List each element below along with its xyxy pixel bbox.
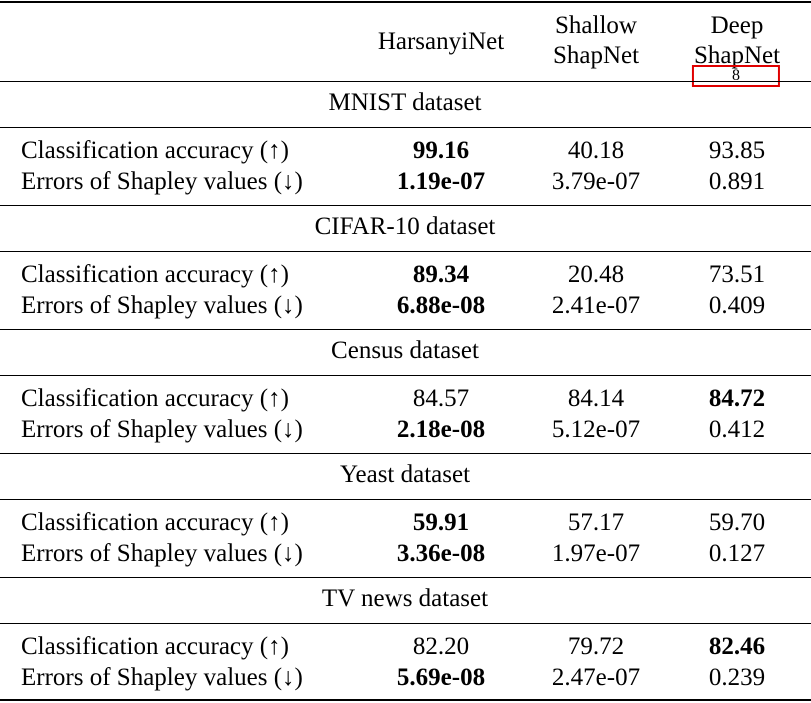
- value-cell: 2.47e-07: [551, 664, 641, 691]
- value-cell: 3.79e-07: [551, 168, 641, 195]
- row-label: Classification accuracy (↑): [21, 385, 289, 412]
- value-cell: 3.36e-08: [396, 540, 486, 567]
- header-deep-line2-wrap: ShapNet 8: [691, 41, 781, 93]
- section-rule: [0, 499, 811, 500]
- section-title: Census dataset: [331, 337, 479, 364]
- value-cell: 2.41e-07: [551, 292, 641, 319]
- row-label: Errors of Shapley values (↓): [21, 292, 303, 319]
- value-cell: 59.91: [412, 509, 470, 536]
- value-cell: 0.412: [708, 416, 766, 443]
- section-separator: [0, 453, 811, 454]
- header-rule: [0, 81, 811, 82]
- row-label: Classification accuracy (↑): [21, 633, 289, 660]
- section-separator: [0, 205, 811, 206]
- value-cell: 20.48: [567, 261, 625, 288]
- row-label: Classification accuracy (↑): [21, 137, 289, 164]
- header-shallow-shapnet: Shallow ShapNet: [553, 11, 639, 71]
- header-deep-line2: ShapNet: [693, 42, 781, 69]
- value-cell: 1.97e-07: [551, 540, 641, 567]
- value-cell: 59.70: [708, 509, 766, 536]
- value-cell: 93.85: [708, 137, 766, 164]
- value-cell: 82.20: [412, 633, 470, 660]
- value-cell: 73.51: [708, 261, 766, 288]
- row-label: Classification accuracy (↑): [21, 509, 289, 536]
- value-cell: 2.18e-08: [396, 416, 486, 443]
- value-cell: 89.34: [412, 261, 470, 288]
- row-label: Errors of Shapley values (↓): [21, 664, 303, 691]
- header-harsanyinet-label: HarsanyiNet: [377, 28, 505, 55]
- row-label: Errors of Shapley values (↓): [21, 168, 303, 195]
- value-cell: 99.16: [412, 137, 470, 164]
- section-title: Yeast dataset: [339, 461, 471, 488]
- value-cell: 57.17: [567, 509, 625, 536]
- section-title: TV news dataset: [321, 585, 489, 612]
- header-harsanyinet: HarsanyiNet: [378, 27, 504, 57]
- row-label: Errors of Shapley values (↓): [21, 540, 303, 567]
- section-title: MNIST dataset: [328, 89, 482, 116]
- value-cell: 84.14: [567, 385, 625, 412]
- value-cell: 0.127: [708, 540, 766, 567]
- row-label: Errors of Shapley values (↓): [21, 416, 303, 443]
- section-rule: [0, 623, 811, 624]
- value-cell: 0.891: [708, 168, 766, 195]
- header-shallow-line2: ShapNet: [552, 42, 640, 69]
- value-cell: 0.409: [708, 292, 766, 319]
- value-cell: 5.69e-08: [396, 664, 486, 691]
- value-cell: 82.46: [708, 633, 766, 660]
- header-deep-line1: Deep: [710, 12, 764, 39]
- value-cell: 84.72: [708, 385, 766, 412]
- section-rule: [0, 375, 811, 376]
- section-rule: [0, 127, 811, 128]
- bottom-rule: [0, 699, 811, 701]
- value-cell: 40.18: [567, 137, 625, 164]
- value-cell: 79.72: [567, 633, 625, 660]
- section-rule: [0, 251, 811, 252]
- value-cell: 6.88e-08: [396, 292, 486, 319]
- value-cell: 84.57: [412, 385, 470, 412]
- header-shallow-line1: Shallow: [555, 12, 637, 39]
- value-cell: 0.239: [708, 664, 766, 691]
- header-deep-shapnet: Deep ShapNet 8: [691, 11, 781, 93]
- top-rule: [0, 1, 811, 3]
- row-label: Classification accuracy (↑): [21, 261, 289, 288]
- value-cell: 1.19e-07: [396, 168, 486, 195]
- section-title: CIFAR-10 dataset: [314, 213, 496, 240]
- footnote-link[interactable]: 8: [691, 65, 781, 87]
- section-separator: [0, 577, 811, 578]
- section-separator: [0, 329, 811, 330]
- value-cell: 5.12e-07: [551, 416, 641, 443]
